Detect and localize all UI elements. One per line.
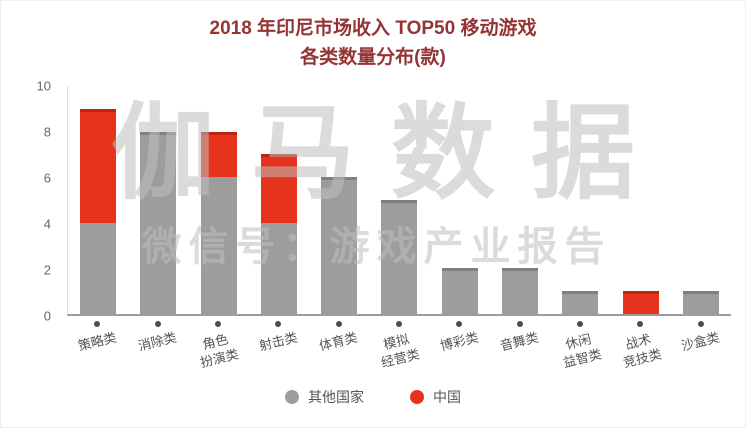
category-axis-dot	[335, 321, 342, 327]
bar-column	[68, 86, 128, 314]
bar-stack	[562, 86, 599, 314]
category-axis-dot	[516, 321, 523, 327]
bar-column	[550, 86, 610, 314]
bar-column	[369, 86, 429, 314]
y-axis-tick-label: 8	[43, 124, 51, 140]
x-category: 休闲 益智类	[550, 321, 610, 379]
category-axis-dot	[395, 321, 402, 327]
x-category: 战术 竞技类	[610, 321, 670, 379]
x-category: 模拟 经营类	[369, 321, 429, 379]
category-axis-dot	[275, 321, 282, 327]
y-axis-tick-label: 6	[43, 170, 51, 186]
category-axis-dot	[637, 321, 644, 327]
y-axis-tick-label: 4	[43, 216, 51, 232]
legend-item-china: 中国	[410, 387, 461, 407]
china-bar-segment	[200, 131, 237, 178]
bar-stack	[80, 86, 117, 314]
x-category-label: 音舞类	[498, 329, 541, 354]
other-country-bar-segment	[260, 222, 297, 314]
bar-column	[671, 86, 731, 314]
category-axis-dot	[577, 321, 584, 327]
bar-column	[610, 86, 670, 314]
bar-stack	[622, 86, 659, 314]
legend-label-china: 中国	[433, 389, 461, 405]
bar-stack	[140, 86, 177, 314]
plot-wrap: 0 2 4 6 8 10	[37, 79, 731, 324]
other-country-bar-segment	[140, 131, 177, 314]
other-country-bar-segment	[321, 177, 358, 314]
x-category-label: 模拟 经营类	[380, 331, 422, 371]
category-axis-dot	[214, 321, 221, 327]
bar-stack	[200, 86, 237, 314]
y-axis-tick-label: 0	[43, 308, 51, 324]
chart-title-line1: 2018 年印尼市场收入 TOP50 移动游戏	[209, 18, 537, 39]
x-category: 沙盒类	[671, 321, 731, 379]
other-country-bar-segment	[682, 291, 719, 314]
bar-stack	[381, 86, 418, 314]
bar-stack	[441, 86, 478, 314]
x-category-label: 消除类	[136, 329, 179, 354]
x-category-label: 体育类	[317, 329, 360, 354]
y-axis-tick-label: 2	[43, 262, 51, 278]
bar-stack	[682, 86, 719, 314]
bar-column	[249, 86, 309, 314]
category-axis-dot	[697, 321, 704, 327]
bar-stack	[321, 86, 358, 314]
legend: 其他国家 中国	[15, 387, 731, 407]
other-country-bar-segment	[200, 177, 237, 314]
x-category-label: 战术 竞技类	[621, 331, 663, 371]
x-category: 策略类	[67, 321, 127, 379]
x-category: 射击类	[248, 321, 308, 379]
bar-column	[128, 86, 188, 314]
x-category-label: 策略类	[76, 329, 118, 354]
legend-marker-other-country	[285, 390, 299, 404]
x-category: 音舞类	[490, 321, 550, 379]
y-axis-tick-label: 10	[36, 78, 51, 94]
x-category: 体育类	[308, 321, 368, 379]
chart-title-line2: 各类数量分布(款)	[300, 46, 446, 68]
x-category-label: 沙盒类	[679, 329, 722, 354]
x-category: 消除类	[127, 321, 187, 379]
y-axis: 0 2 4 6 8 10	[15, 79, 61, 324]
bar-column	[430, 86, 490, 314]
category-axis-dot	[94, 321, 101, 327]
legend-item-other-country: 其他国家	[285, 387, 364, 407]
legend-label-other-country: 其他国家	[308, 389, 364, 405]
bar-column	[490, 86, 550, 314]
other-country-bar-segment	[501, 268, 538, 314]
other-country-bar-segment	[441, 268, 478, 314]
category-axis-dot	[154, 321, 161, 327]
plot-area	[67, 86, 731, 316]
china-bar-segment	[622, 291, 659, 314]
other-country-bar-segment	[562, 291, 599, 314]
x-axis-labels: 策略类 消除类 角色 扮演类 射击类 体育类 模拟 经营类 博彩类 音舞类 休闲 益智类 战术 竞…	[67, 321, 731, 379]
x-category: 博彩类	[429, 321, 489, 379]
bar-chart: 伽马数据 微信号：游戏产业报告 0 2 4 6 8 10 策略类 消除类 角色 扮演类 射击类体…	[15, 79, 731, 407]
legend-marker-china	[410, 390, 424, 404]
x-category-label: 角色 扮演类	[198, 331, 241, 371]
bar-column	[309, 86, 369, 314]
other-country-bar-segment	[80, 222, 117, 314]
category-axis-dot	[456, 321, 463, 327]
bar-column	[189, 86, 249, 314]
x-category-label: 射击类	[257, 329, 299, 354]
other-country-bar-segment	[381, 200, 418, 314]
x-category-label: 博彩类	[438, 329, 480, 354]
bar-stack	[260, 86, 297, 314]
bar-stack	[501, 86, 538, 314]
china-bar-segment	[260, 154, 297, 223]
china-bar-segment	[80, 108, 117, 223]
chart-title: 2018 年印尼市场收入 TOP50 移动游戏 各类数量分布(款)	[1, 15, 745, 72]
x-category: 角色 扮演类	[188, 321, 248, 379]
x-category-label: 休闲 益智类	[561, 331, 603, 371]
